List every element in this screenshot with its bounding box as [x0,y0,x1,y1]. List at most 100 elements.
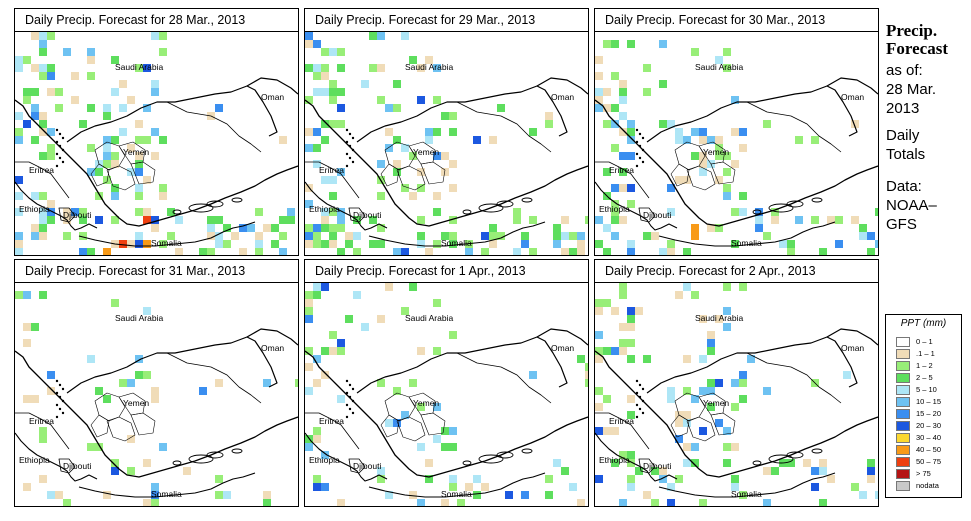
map-canvas: Saudi Arabia Oman Yemen Eritrea Ethiopia Djib… [15,291,298,506]
border-line [166,101,262,153]
governorate-boundary [698,392,726,416]
precip-cell [577,499,585,506]
precip-cell [595,240,603,248]
legend-label: 10 – 15 [916,397,942,406]
precip-cell [723,443,731,451]
island [345,128,349,132]
precip-cell [31,395,39,403]
map-label-ethiopia: Ethiopia [309,455,340,465]
precip-cell [337,64,345,72]
precip-cell [63,208,71,216]
heading-line1: Precip. [886,21,938,40]
island [348,144,352,148]
governorate-boundary [420,412,446,436]
border-line [746,352,842,404]
precip-cell [819,459,827,467]
precip-cell [683,419,691,427]
precip-cell [377,240,385,248]
precip-cell [393,136,401,144]
legend-item: .1 – 1 [896,348,935,359]
map-label-djibouti: Djibouti [643,210,671,220]
island [496,451,514,459]
precip-cell [449,240,457,248]
precip-cell [433,208,441,216]
island [641,160,645,164]
precip-cell [603,347,611,355]
precip-cell [313,283,321,291]
island [462,460,472,466]
precip-cell [449,184,457,192]
precip-cell [747,355,755,363]
precip-cell [135,355,143,363]
legend-item: 0 – 1 [896,336,933,347]
precip-cell [95,443,103,451]
precip-map: Saudi Arabia Oman Yemen Eritrea Ethiopia Djib… [15,32,298,255]
island [345,164,349,168]
precip-cell [441,443,449,451]
precip-cell [23,96,31,104]
precip-cell [263,224,271,232]
precip-cell [305,299,313,307]
precip-cell [441,112,449,120]
map-label-djibouti: Djibouti [63,210,91,220]
precip-cell [667,208,675,216]
precip-cell [175,216,183,224]
coastline [305,99,588,227]
precip-cell [627,184,635,192]
precip-cell [329,208,337,216]
map-label-ethiopia: Ethiopia [599,455,630,465]
precip-cell [279,232,287,240]
precip-cell [393,248,401,255]
precip-cell [859,491,867,499]
precip-cell [675,435,683,443]
map-canvas: Saudi Arabia Oman Yemen Eritrea Ethiopia Djib… [15,32,298,255]
border-line [826,77,878,95]
precip-cell [23,395,31,403]
precip-cell [87,144,95,152]
precip-cell [63,499,71,506]
asof-date-line2: 2013 [886,100,920,117]
precip-cell [473,136,481,144]
precip-cell [731,475,739,483]
island [641,148,645,152]
precip-cell [31,32,39,40]
precip-cell [329,80,337,88]
precip-cell [691,395,699,403]
precip-cell [457,499,465,506]
precip-cell [627,136,635,144]
border-line [356,85,568,143]
precip-cell [87,56,95,64]
precip-cell [489,240,497,248]
precip-cell [659,467,667,475]
precip-cell [23,56,31,64]
island [55,128,59,132]
precip-cell [135,232,143,240]
precip-cell [739,208,747,216]
precip-cell [683,411,691,419]
governorate-boundary [396,416,426,442]
precip-cell [215,475,223,483]
precip-cell [369,240,377,248]
precip-cell [223,224,231,232]
precip-cell [143,459,151,467]
island [635,379,639,383]
precip-cell [143,216,151,224]
precip-cell [619,152,627,160]
precip-cell [39,291,47,299]
precip-cell [151,88,159,96]
precip-legend: PPT (mm) 0 – 1 .1 – 1 1 – 2 2 – 5 5 – 10 10 –… [885,314,962,498]
precip-cell [39,208,47,216]
map-label-yemen: Yemen [703,147,729,157]
legend-item: 1 – 2 [896,360,933,371]
map-label-yemen: Yemen [413,147,439,157]
precip-cell [691,128,699,136]
precip-cell [103,144,111,152]
precip-cell [385,128,393,136]
border-line [456,352,552,404]
precip-cell [561,467,569,475]
coastline [15,350,298,478]
precip-cell [151,128,159,136]
precip-cell [409,283,417,291]
precip-cell [835,240,843,248]
precip-cell [377,32,385,40]
